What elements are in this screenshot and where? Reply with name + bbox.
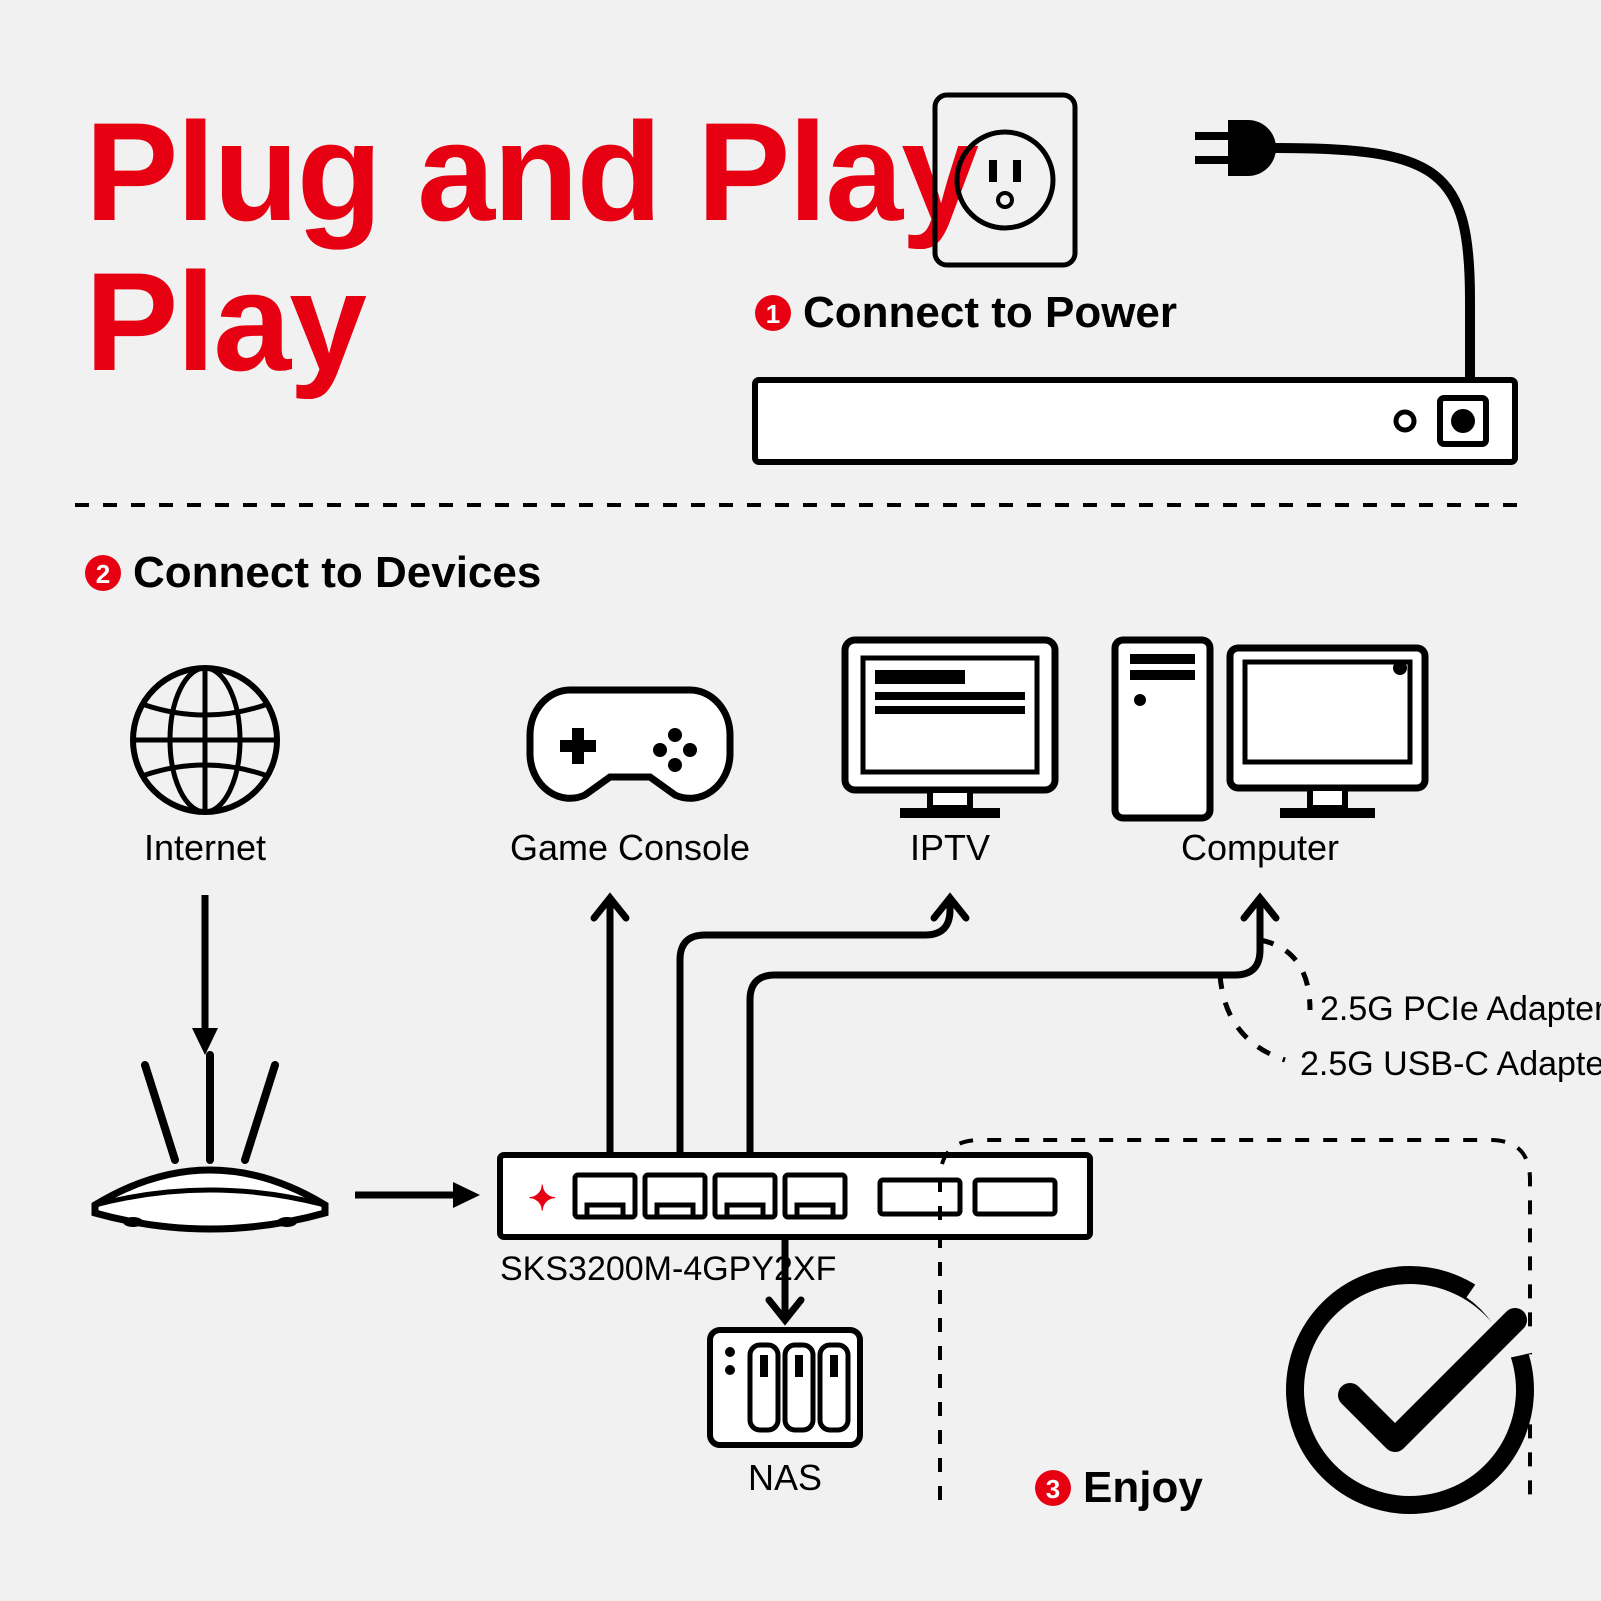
link-switch-computer (750, 905, 1260, 1155)
svg-text:✦: ✦ (528, 1180, 557, 1218)
step-3-number: 3 (1046, 1474, 1060, 1504)
arrow-router-switch (355, 1182, 480, 1208)
step-3-label: Enjoy (1083, 1463, 1203, 1512)
internet-icon (133, 668, 277, 812)
adapter-usbc-label: 2.5G USB-C Adapter (1300, 1045, 1601, 1083)
step-2-label: Connect to Devices (133, 548, 541, 597)
adapter-usbc-line (1220, 975, 1285, 1060)
switch-model-label: SKS3200M-4GPY2XF (500, 1250, 836, 1288)
nas-icon (710, 1330, 860, 1445)
adapter-pcie-label: 2.5G PCIe Adapter (1320, 990, 1601, 1028)
game-console-icon (530, 690, 730, 798)
internet-label: Internet (144, 827, 266, 868)
step-1-label: Connect to Power (803, 288, 1177, 337)
arrow-internet-router (192, 895, 218, 1055)
diagram-canvas: Plug and Play Play 1 Connect to Power (0, 0, 1601, 1601)
nas-label: NAS (748, 1457, 822, 1498)
link-switch-iptv (680, 905, 950, 1155)
power-device-icon (755, 380, 1515, 462)
computer-icon (1115, 640, 1425, 818)
checkmark-icon (1295, 1275, 1525, 1505)
iptv-label: IPTV (910, 827, 990, 868)
page-title-line2: Play (85, 243, 367, 400)
step-2-number: 2 (96, 559, 110, 589)
computer-label: Computer (1181, 827, 1339, 868)
step-1-number: 1 (766, 299, 780, 329)
page-title: Plug and Play (85, 93, 979, 250)
switch-icon: ✦ (500, 1155, 1090, 1237)
router-icon (95, 1055, 325, 1229)
game-console-label: Game Console (510, 827, 750, 868)
adapter-pcie-line (1260, 940, 1310, 1010)
plug-icon (1195, 120, 1470, 390)
iptv-icon (845, 640, 1055, 818)
